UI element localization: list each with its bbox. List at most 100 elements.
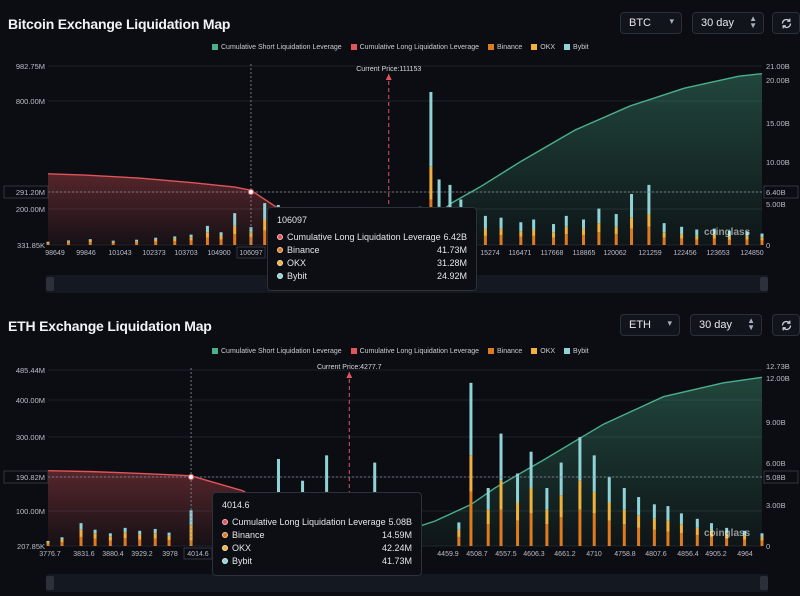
bar-bybit bbox=[519, 222, 523, 232]
legend-swatch bbox=[564, 44, 571, 50]
bar-binance bbox=[545, 524, 549, 546]
bar-binance bbox=[743, 539, 747, 546]
bar-okx bbox=[662, 232, 666, 238]
slider-right-handle[interactable] bbox=[760, 277, 768, 291]
bar-bybit bbox=[373, 462, 377, 496]
period-select-value: 30 day bbox=[701, 17, 735, 29]
bar-okx bbox=[135, 241, 139, 243]
slider-left-handle[interactable] bbox=[46, 277, 54, 291]
bar-bybit bbox=[532, 219, 536, 230]
bar-okx bbox=[680, 234, 684, 239]
bar-bybit bbox=[233, 213, 237, 226]
x-axis-tick: 4661.2 bbox=[554, 551, 576, 558]
bar-binance bbox=[189, 540, 193, 546]
bar-bybit bbox=[499, 217, 503, 229]
legend-swatch bbox=[531, 44, 538, 50]
bar-binance bbox=[760, 540, 764, 546]
bar-bybit bbox=[578, 437, 582, 481]
refresh-button[interactable] bbox=[772, 314, 800, 336]
coin-select[interactable]: BTC ▾ bbox=[620, 12, 682, 34]
bar-okx bbox=[743, 535, 747, 540]
x-axis-tick: 101043 bbox=[108, 250, 131, 257]
bar-binance bbox=[630, 228, 634, 245]
slider-left-handle[interactable] bbox=[46, 576, 54, 590]
legend-long[interactable]: Cumulative Long Liquidation Leverage bbox=[350, 44, 479, 51]
bar-okx bbox=[559, 495, 563, 517]
refresh-button[interactable] bbox=[772, 12, 800, 34]
bar-binance bbox=[709, 536, 713, 546]
bar-binance bbox=[532, 235, 536, 245]
y-axis-right-tick: 0 bbox=[766, 241, 770, 250]
bar-binance bbox=[79, 536, 83, 546]
legend-bybit[interactable]: Bybit bbox=[564, 44, 589, 51]
legend-short[interactable]: Cumulative Short Liquidation Leverage bbox=[212, 348, 342, 355]
bar-bybit bbox=[277, 458, 281, 496]
bar-bybit bbox=[483, 215, 487, 229]
coin-select[interactable]: ETH ▾ bbox=[620, 314, 680, 336]
bar-bybit bbox=[499, 433, 503, 481]
legend-bybit[interactable]: Bybit bbox=[564, 348, 589, 355]
bar-binance bbox=[66, 242, 70, 245]
bar-bybit bbox=[60, 537, 64, 540]
legend-swatch bbox=[350, 348, 357, 354]
crosshair-x-box bbox=[236, 246, 266, 259]
bar-bybit bbox=[486, 487, 490, 510]
bar-binance bbox=[111, 243, 115, 245]
y-axis-right-tick: 5.00B bbox=[766, 200, 786, 209]
bar-bybit bbox=[154, 237, 158, 240]
bar-binance bbox=[123, 538, 127, 546]
y-axis-right-tick: 12.73B bbox=[766, 362, 790, 371]
bar-okx bbox=[249, 231, 253, 238]
bar-binance bbox=[607, 520, 611, 546]
y-axis-right-tick: 20.00B bbox=[766, 76, 790, 85]
y-axis-right-tick: 15.00B bbox=[766, 119, 790, 128]
x-axis-tick: 120062 bbox=[603, 250, 626, 257]
chart-tooltip: 106097 Cumulative Long Liquidation Lever… bbox=[267, 207, 477, 291]
bar-binance bbox=[666, 531, 670, 546]
bar-binance bbox=[725, 538, 729, 546]
bar-binance bbox=[135, 242, 139, 245]
period-select[interactable]: 30 day ▲ ▼ bbox=[692, 12, 764, 34]
bar-okx bbox=[745, 235, 749, 240]
bar-bybit bbox=[263, 203, 267, 220]
legend-long[interactable]: Cumulative Long Liquidation Leverage bbox=[350, 348, 479, 355]
legend-binance[interactable]: Binance bbox=[488, 44, 522, 51]
x-axis-tick: 102373 bbox=[142, 250, 165, 257]
legend-okx[interactable]: OKX bbox=[531, 348, 555, 355]
bar-bybit bbox=[153, 528, 157, 534]
tooltip-row: Cumulative Long Liquidation Leverage 5.08… bbox=[222, 516, 412, 529]
chevron-down-icon: ▾ bbox=[669, 16, 674, 26]
bar-bybit bbox=[173, 236, 177, 239]
bar-binance bbox=[46, 543, 50, 546]
watermark: coinglass bbox=[704, 227, 751, 238]
legend-binance[interactable]: Binance bbox=[488, 348, 522, 355]
x-axis-tick: 4710 bbox=[586, 551, 602, 558]
bar-okx bbox=[637, 515, 641, 528]
dot-icon bbox=[277, 234, 283, 240]
bar-bybit bbox=[108, 533, 112, 537]
bar-bybit bbox=[66, 240, 70, 242]
bar-okx bbox=[138, 534, 142, 540]
legend-swatch bbox=[212, 44, 218, 50]
legend-short[interactable]: Cumulative Short Liquidation Leverage bbox=[212, 44, 342, 51]
bar-bybit bbox=[760, 533, 764, 537]
x-axis-tick: 121259 bbox=[638, 250, 661, 257]
bar-okx bbox=[469, 455, 473, 492]
y-axis-left-tick: 400.00M bbox=[16, 396, 45, 405]
bar-bybit bbox=[469, 382, 473, 456]
chart-zoom-slider[interactable] bbox=[46, 574, 768, 592]
bar-okx bbox=[167, 535, 171, 541]
spinner-arrows-icon: ▲ ▼ bbox=[749, 14, 757, 30]
bar-okx bbox=[666, 520, 670, 532]
bar-okx bbox=[712, 234, 716, 239]
legend-okx[interactable]: OKX bbox=[531, 44, 555, 51]
bar-okx bbox=[108, 536, 112, 541]
crosshair-y-box-right bbox=[763, 185, 799, 199]
period-select[interactable]: 30 day ▲ ▼ bbox=[690, 314, 762, 336]
bar-okx bbox=[647, 214, 651, 227]
tooltip-row: OKX 31.28M bbox=[277, 257, 467, 270]
bar-bybit bbox=[662, 223, 666, 233]
bar-binance bbox=[516, 520, 520, 546]
slider-right-handle[interactable] bbox=[760, 576, 768, 590]
bar-bybit bbox=[630, 194, 634, 218]
